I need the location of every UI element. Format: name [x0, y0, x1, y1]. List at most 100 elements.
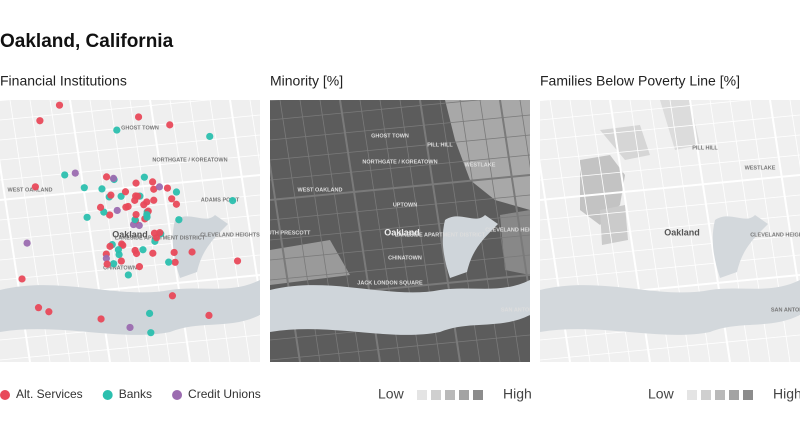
institution-dot [147, 329, 155, 337]
map-label: PILL HILL [427, 142, 453, 148]
map-label: Oakland [664, 227, 700, 237]
road [0, 154, 260, 181]
legend-dot [102, 390, 113, 400]
road [0, 174, 260, 201]
legend-swatch [743, 390, 753, 400]
institution-dot [172, 188, 181, 196]
institution-dot [149, 249, 157, 257]
road [229, 100, 260, 304]
road [540, 174, 800, 201]
institution-dot [113, 206, 121, 215]
road [270, 100, 483, 121]
legend-swatch [459, 390, 469, 400]
institution-dot [134, 113, 143, 121]
institution-dot [18, 275, 26, 283]
institution-dot [55, 101, 64, 109]
legend-low: Low [648, 386, 675, 402]
institution-dot [107, 191, 115, 199]
legend-label: Credit Unions [188, 387, 261, 401]
institution-dot [80, 184, 88, 192]
institution-dot [150, 185, 158, 193]
institution-dot [156, 229, 164, 237]
legend-swatch [473, 390, 483, 400]
institution-dot [140, 173, 148, 181]
road [769, 100, 800, 304]
legend-swatch [417, 390, 427, 400]
institution-dot [103, 260, 111, 268]
institution-dot [122, 203, 130, 211]
legend-dot [0, 390, 10, 400]
institution-dot [206, 132, 214, 141]
institution-dot [126, 323, 134, 332]
institution-dot [170, 248, 178, 257]
map-label: WEST OAKLAND [8, 187, 53, 193]
legend-label: Alt. Services [16, 387, 83, 401]
map-body: GHOST TOWN PILL HILL NORTHGATE / KOREATOWN… [260, 100, 545, 362]
map: GHOST TOWN PILL HILL NORTHGATE / KOREATOWN… [260, 100, 545, 362]
road [540, 114, 800, 141]
map-label: CHINATOWN [103, 265, 137, 271]
institution-dot [135, 263, 144, 271]
road [499, 100, 530, 304]
institution-dot [139, 246, 147, 254]
institution-dot [145, 309, 154, 317]
road [270, 254, 530, 281]
institution-dot [168, 195, 176, 203]
institution-dot [132, 210, 140, 219]
road [789, 100, 800, 169]
legend-high: High [773, 386, 800, 402]
institution-dot [132, 249, 141, 258]
road [0, 234, 260, 261]
map-label: WESTLAKE [745, 165, 776, 171]
institution-dot [113, 126, 121, 134]
institution-dot [143, 213, 151, 221]
map-label: SOUTH PRESCOTT [260, 230, 311, 236]
road [540, 100, 753, 121]
institution-dot [106, 242, 114, 250]
road [270, 234, 530, 261]
institution-dot [175, 216, 183, 224]
institution-dot [155, 183, 164, 191]
road [0, 114, 260, 141]
map-body: GHOST TOWN NORTHGATE / KOREATOWN WEST OAKL… [0, 100, 260, 362]
map-label: LAKESIDE APARTMENT DISTRICT [395, 232, 486, 238]
institution-dot [121, 188, 130, 196]
road [270, 194, 530, 221]
region [600, 205, 628, 245]
road [540, 134, 800, 161]
map-label: PILL HILL [692, 145, 718, 151]
legend-dot [172, 390, 183, 400]
institution-dot [143, 198, 151, 206]
page-title: Oakland, California [0, 31, 174, 52]
institution-dot [148, 178, 157, 186]
map-label: CLEVELAND HEIGHTS [750, 232, 800, 238]
institution-dot [163, 184, 172, 192]
map-label: NORTHGATE / KOREATOWN [362, 159, 437, 165]
road [270, 174, 530, 201]
road [540, 254, 800, 281]
legend-swatch [715, 390, 725, 400]
institution-dot [124, 271, 132, 279]
panel-title: Families Below Poverty Line [%] [540, 73, 740, 89]
road [540, 234, 800, 261]
map-label: CLEVELAND HEIGHTS [200, 232, 260, 238]
institution-dot [106, 211, 114, 219]
institution-dot [97, 315, 105, 323]
region [270, 240, 350, 285]
road [540, 154, 800, 181]
map-label: GHOST TOWN [121, 125, 159, 131]
institution-dot [172, 200, 181, 208]
institution-dot [102, 254, 110, 262]
institution-dot [110, 260, 118, 268]
road [270, 114, 530, 141]
institution-dot [233, 257, 242, 265]
road [0, 254, 260, 281]
map-label: CLEVELAND HEIGHTS [485, 227, 545, 233]
institution-dot [171, 258, 179, 266]
institution-dot [23, 239, 31, 247]
region [445, 100, 530, 210]
road [519, 100, 530, 169]
road [540, 194, 800, 221]
institution-dot [166, 121, 174, 129]
region [660, 100, 700, 150]
